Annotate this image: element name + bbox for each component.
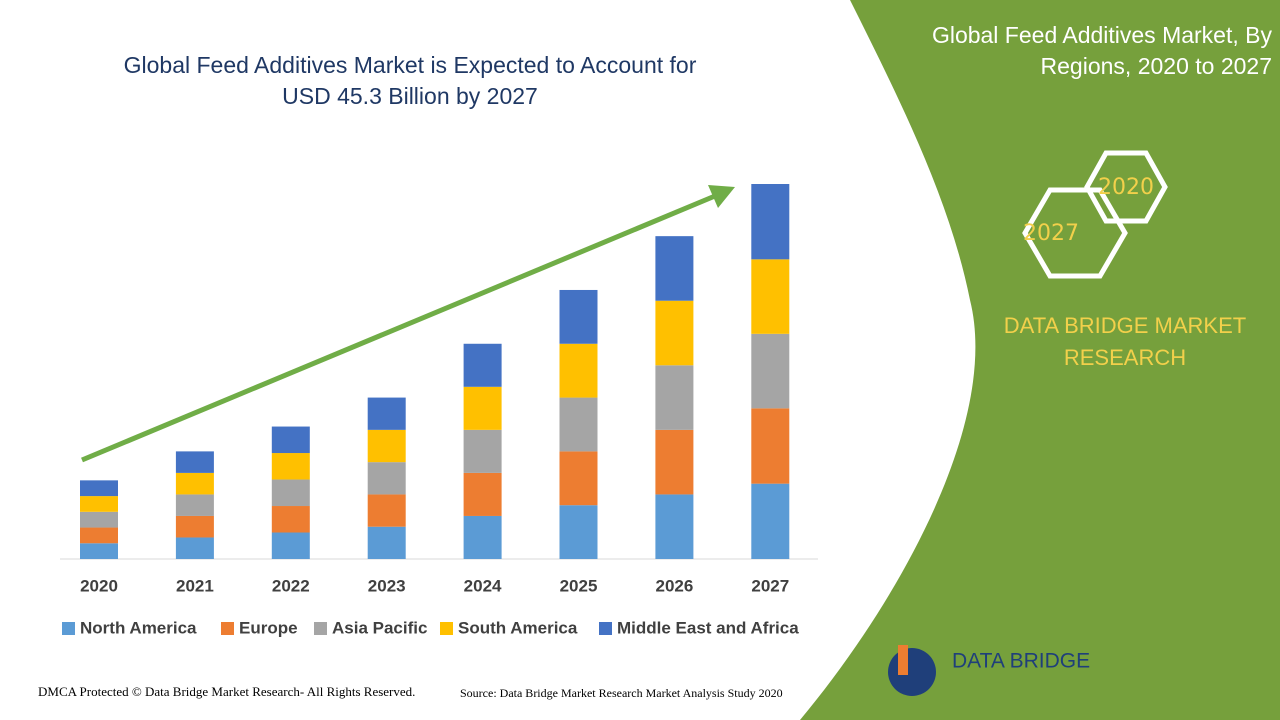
bar-segment [559,451,598,506]
bar-segment [655,429,694,495]
chart: 2020 2021 2022 2023 2024 2025 2026 2027 North Am… [62,184,799,637]
legend-swatch [62,622,75,635]
legend-swatch [599,622,612,635]
x-tick-label: 2022 [272,576,310,595]
bar-segment [559,289,598,344]
hexagon [1084,150,1168,224]
legend-label: Asia Pacific [332,618,427,637]
bar-segment [175,537,214,559]
bar-segment [367,494,406,527]
x-tick-label: 2024 [464,576,502,595]
bar-segment [751,333,790,409]
copyright: DMCA Protected © Data Bridge Market Rese… [38,684,415,699]
bar-segment [367,397,406,430]
bar-segment [655,300,694,366]
bar-segment [463,429,502,473]
bar-segment [367,429,406,463]
x-tick-label: 2026 [655,576,693,595]
bar-segment [175,494,214,516]
hexagon [1022,187,1128,279]
brand: DATA BRIDGE MARKET RESEARCH [1003,313,1247,370]
legend-label: Middle East and Africa [617,618,799,637]
bar-segment [80,480,118,497]
bar-segment [271,506,310,533]
source: Source: Data Bridge Market Research Mark… [460,686,783,700]
bar-segment [463,472,502,516]
x-tick-label: 2021 [176,576,214,595]
bar-segment [80,511,118,528]
legend-swatch [314,622,327,635]
bar-segment [655,494,694,559]
bar-segment [751,483,790,559]
bar-segment [655,365,694,430]
bar-segment [175,515,214,538]
panel-title-box: Global Feed Additives Market, By Regions… [931,22,1272,79]
bar-segment [271,453,310,480]
bar-segment [175,472,214,495]
bar-segment [80,496,118,512]
hex-label: 2020 [1098,175,1154,200]
legend-swatch [221,622,234,635]
bar-segment [271,532,310,559]
x-tick-label: 2025 [560,576,598,595]
bar-segment [463,515,502,559]
bar-segment [559,397,598,452]
bar-segment [655,236,694,301]
bar-segment [367,526,406,559]
hex-label: 2027 [1023,221,1079,246]
panel-title: Global Feed Additives Market, By Regions… [931,22,1272,79]
bar-segment [271,479,310,507]
bar-segment [271,426,310,454]
trend-arrow [81,193,716,463]
x-tick-label: 2023 [368,576,406,595]
bar-segment [80,543,118,559]
legend-label: Europe [239,618,298,637]
bar-segment [175,451,214,473]
logo-mark [888,648,936,696]
arrow-head [708,185,735,208]
chart-title: Global Feed Additives Market is Expected… [123,52,697,109]
legend-swatch [440,622,453,635]
bar-segment [559,343,598,398]
logo-mark [898,645,908,675]
x-tick-label: 2020 [80,576,118,595]
brand-box: DATA BRIDGE MARKET RESEARCH [1003,313,1247,370]
title-box: Global Feed Additives Market is Expected… [123,52,697,109]
x-tick-label: 2027 [751,576,789,595]
bar-segment [559,505,598,559]
legend-label: North America [80,618,197,637]
bar-segment [751,259,790,334]
logo-text: DATA BRIDGE [952,650,1090,673]
bar-segment [463,386,502,430]
bar-segment [367,462,406,495]
legend-label: South America [458,618,578,637]
bar-segment [80,527,118,544]
bar-segment [751,408,790,484]
bar-segment [751,184,790,260]
bar-segment [463,343,502,387]
